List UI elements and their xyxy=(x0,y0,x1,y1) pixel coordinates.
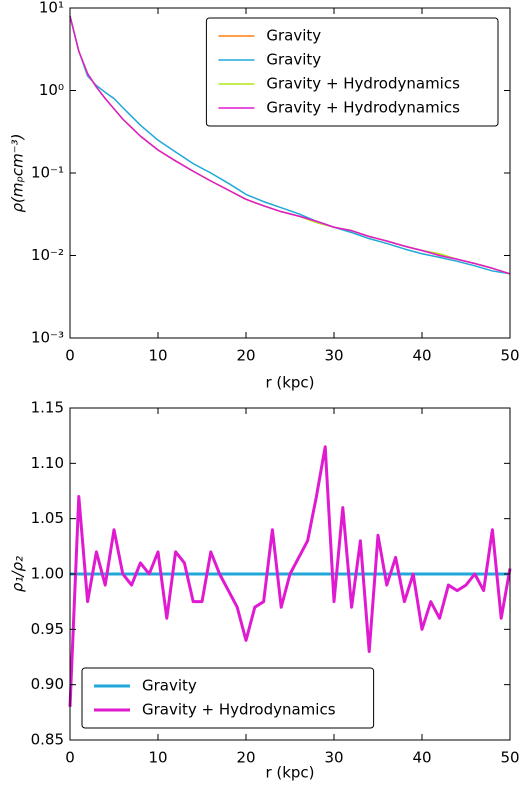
data-line xyxy=(68,445,512,707)
y-tick-label: 10⁰ xyxy=(39,81,64,99)
y-axis-label: ρ(mₚcm⁻³) xyxy=(9,133,27,212)
data-line xyxy=(69,15,511,275)
x-tick-label: 30 xyxy=(324,347,343,365)
x-axis-label: r (kpc) xyxy=(265,374,314,392)
y-tick-label: 10¹ xyxy=(39,0,64,17)
x-tick-label: 0 xyxy=(65,347,75,365)
x-tick-label: 20 xyxy=(236,749,255,767)
x-axis-label: r (kpc) xyxy=(265,764,314,782)
y-axis-label: ρ₁/ρ₂ xyxy=(9,556,27,592)
x-tick-label: 30 xyxy=(324,749,343,767)
y-tick-label: 1.10 xyxy=(31,454,64,472)
legend-frame xyxy=(205,17,499,127)
x-tick-label: 10 xyxy=(148,347,167,365)
legend-label: Gravity + Hydrodynamics xyxy=(266,75,460,93)
x-tick-label: 10 xyxy=(148,749,167,767)
y-tick-label: 10⁻² xyxy=(31,246,64,264)
y-tick-label: 0.85 xyxy=(31,731,64,749)
y-tick-label: 0.90 xyxy=(31,675,64,693)
y-tick-label: 1.15 xyxy=(31,399,64,417)
y-tick-label: 1.00 xyxy=(31,565,64,583)
legend-label: Gravity xyxy=(266,51,321,69)
y-tick-label: 10⁻¹ xyxy=(31,164,64,182)
x-tick-label: 40 xyxy=(412,749,431,767)
y-tick-label: 1.05 xyxy=(31,509,64,527)
x-tick-label: 20 xyxy=(236,347,255,365)
x-tick-label: 0 xyxy=(65,749,75,767)
x-tick-label: 50 xyxy=(500,749,519,767)
legend-label: Gravity + Hydrodynamics xyxy=(142,701,336,719)
x-tick-label: 50 xyxy=(500,347,519,365)
legend-frame xyxy=(81,667,375,729)
y-tick-label: 10⁻³ xyxy=(31,329,64,347)
legend-label: Gravity xyxy=(142,677,197,695)
legend-label: Gravity + Hydrodynamics xyxy=(266,99,460,117)
x-tick-label: 40 xyxy=(412,347,431,365)
y-tick-label: 0.95 xyxy=(31,620,64,638)
legend-label: Gravity xyxy=(266,27,321,45)
data-line xyxy=(69,15,511,275)
